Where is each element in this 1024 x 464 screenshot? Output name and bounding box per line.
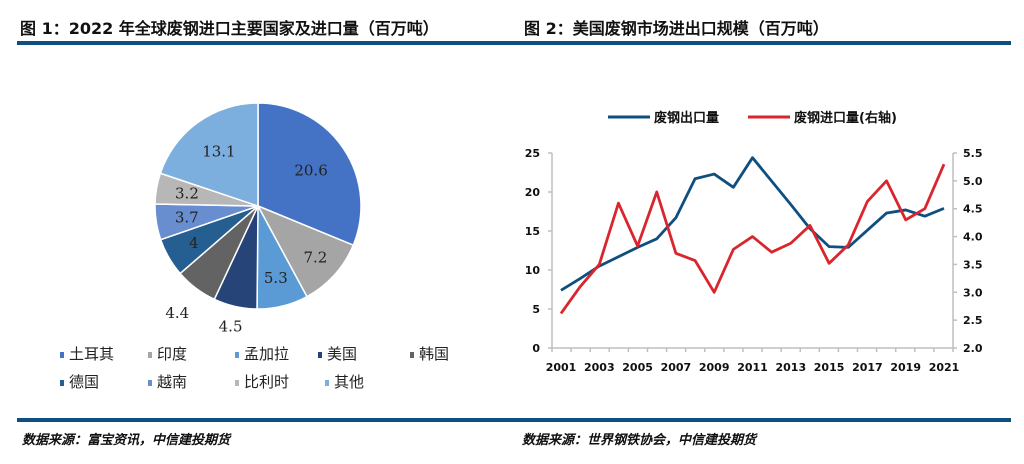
pie-slice (256, 204, 355, 298)
right-y-tick-label: 4.5 (963, 203, 983, 216)
header-rule (17, 41, 1011, 45)
pie-data-label: 20.6 (294, 161, 327, 179)
x-tick-label: 2019 (890, 361, 921, 374)
pie-data-label: 4 (189, 234, 199, 252)
pie-legend-item: 韩国 (410, 343, 449, 364)
pie-legend-item: 德国 (60, 371, 99, 392)
pie-legend-item: 美国 (318, 343, 357, 364)
right-y-tick-label: 3.5 (963, 258, 983, 271)
left-y-tick-label: 20 (525, 186, 541, 199)
right-y-tick-label: 5.5 (963, 147, 983, 160)
figure2-title: 图 2：美国废钢市场进出口规模（百万吨） (524, 19, 829, 38)
pie-data-label: 3.7 (175, 208, 199, 226)
pie-slice (159, 102, 259, 208)
legend-label: 韩国 (419, 345, 450, 363)
right-y-tick-label: 3.0 (963, 286, 983, 299)
pie-legend-item: 越南 (148, 371, 187, 392)
x-tick-label: 2013 (775, 361, 806, 374)
left-y-tick-label: 10 (525, 264, 541, 277)
series-line-import (559, 163, 946, 315)
legend-swatch (410, 352, 414, 358)
pie-legend-item: 其他 (325, 371, 364, 392)
pie-data-label: 7.2 (303, 249, 327, 267)
pie-legend-item: 土耳其 (60, 343, 114, 364)
legend-label: 废钢出口量 (654, 110, 719, 126)
footer-rule (17, 418, 1011, 422)
figure2-source: 数据来源：世界钢铁协会，中信建投期货 (522, 433, 757, 448)
x-tick-label: 2017 (852, 361, 883, 374)
pie-data-label: 13.1 (202, 143, 235, 161)
legend-label: 比利时 (244, 373, 290, 391)
left-y-tick-label: 15 (525, 225, 540, 238)
legend-label: 越南 (157, 373, 188, 391)
legend-label: 废钢进口量(右轴) (794, 110, 897, 126)
line-chart: 0 5 10 15 20 25 2.0 2.5 3.0 3.5 4.0 4.5 5.0 5.5 2001 20… (525, 110, 983, 374)
pie-legend-item: 印度 (148, 343, 187, 364)
pie-data-label: 4.4 (165, 304, 189, 322)
legend-label: 印度 (157, 345, 188, 363)
right-y-tick-label: 5.0 (963, 175, 983, 188)
pie-data-label: 4.5 (219, 318, 243, 336)
legend-label: 其他 (334, 373, 365, 391)
x-tick-label: 2015 (814, 361, 845, 374)
legend-swatch (148, 352, 152, 358)
figure1-source: 数据来源：富宝资讯，中信建投期货 (22, 433, 231, 448)
left-y-tick-label: 25 (525, 147, 540, 160)
legend-swatch (235, 380, 239, 386)
legend-swatch (60, 380, 64, 386)
series-line-export (560, 156, 945, 292)
legend-label: 美国 (327, 345, 358, 363)
x-tick-label: 2011 (737, 361, 768, 374)
legend-label: 孟加拉 (244, 345, 290, 363)
pie-data-label: 3.2 (175, 185, 199, 203)
pie-slice (257, 102, 362, 247)
legend-swatch (235, 352, 239, 358)
right-y-tick-label: 2.5 (963, 314, 983, 327)
x-tick-label: 2003 (584, 361, 615, 374)
legend-label: 土耳其 (69, 345, 115, 363)
x-tick-label: 2001 (546, 361, 577, 374)
x-tick-label: 2005 (622, 361, 653, 374)
legend-swatch (325, 380, 329, 386)
legend-swatch (60, 352, 64, 358)
left-y-tick-label: 0 (532, 342, 540, 355)
legend-swatch (318, 352, 322, 358)
legend-label: 德国 (69, 373, 100, 391)
left-y-tick-label: 5 (532, 303, 540, 316)
pie-legend-item: 比利时 (235, 371, 289, 392)
pie-legend-item: 孟加拉 (235, 343, 289, 364)
legend-swatch (148, 380, 152, 386)
figure1-title: 图 1：2022 年全球废钢进口主要国家及进口量（百万吨） (20, 19, 439, 38)
x-tick-label: 2009 (699, 361, 730, 374)
x-tick-label: 2007 (661, 361, 692, 374)
right-y-tick-label: 2.0 (963, 342, 983, 355)
right-y-tick-label: 4.0 (963, 231, 983, 244)
pie-chart: 20.6 7.2 5.3 4.5 4.4 4 3.7 3.2 13.1 (154, 102, 362, 336)
x-tick-label: 2021 (929, 361, 960, 374)
pie-data-label: 5.3 (264, 269, 288, 287)
